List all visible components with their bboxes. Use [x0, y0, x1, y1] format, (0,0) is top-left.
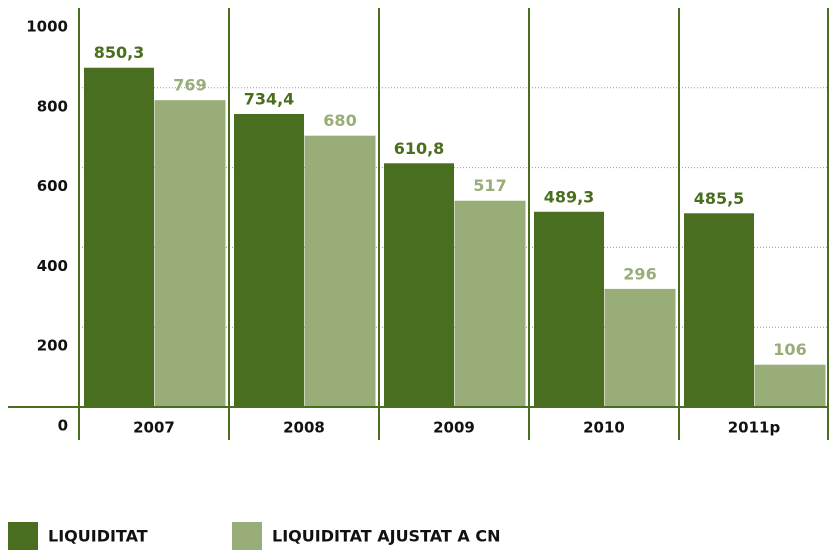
bar — [84, 67, 154, 408]
legend-swatch — [232, 522, 262, 550]
x-tick-label: 2010 — [583, 419, 625, 437]
legend-label: LIQUIDITAT AJUSTAT A CN — [272, 527, 500, 546]
value-label: 485,5 — [694, 189, 745, 208]
bar — [454, 200, 526, 407]
value-label: 296 — [623, 264, 656, 283]
bar — [604, 288, 676, 407]
bar — [304, 135, 376, 407]
x-tick-label: 2011p — [728, 419, 781, 437]
value-label: 106 — [773, 340, 806, 359]
bar — [754, 364, 826, 407]
x-tick-label: 2007 — [133, 419, 175, 437]
value-label: 769 — [173, 76, 206, 95]
value-label: 610,8 — [394, 139, 445, 158]
y-tick-label: 800 — [37, 97, 68, 115]
x-tick-label: 2009 — [433, 419, 475, 437]
value-label: 489,3 — [544, 187, 595, 206]
y-tick-label: 0 — [58, 417, 68, 435]
bar — [154, 100, 226, 407]
y-tick-label: 1000 — [26, 18, 68, 36]
y-tick-label: 200 — [37, 337, 68, 355]
bar — [234, 113, 304, 408]
bar — [684, 213, 754, 407]
value-label: 734,4 — [244, 89, 295, 108]
y-tick-label: 600 — [37, 177, 68, 195]
x-tick-label: 2008 — [283, 419, 325, 437]
legend-label: LIQUIDITAT — [48, 527, 148, 546]
y-tick-label: 400 — [37, 257, 68, 275]
value-label: 850,3 — [94, 43, 145, 62]
bar — [384, 163, 454, 407]
value-label: 517 — [473, 176, 506, 195]
legend-swatch — [8, 522, 38, 550]
bar — [534, 211, 604, 407]
value-label: 680 — [323, 111, 356, 130]
